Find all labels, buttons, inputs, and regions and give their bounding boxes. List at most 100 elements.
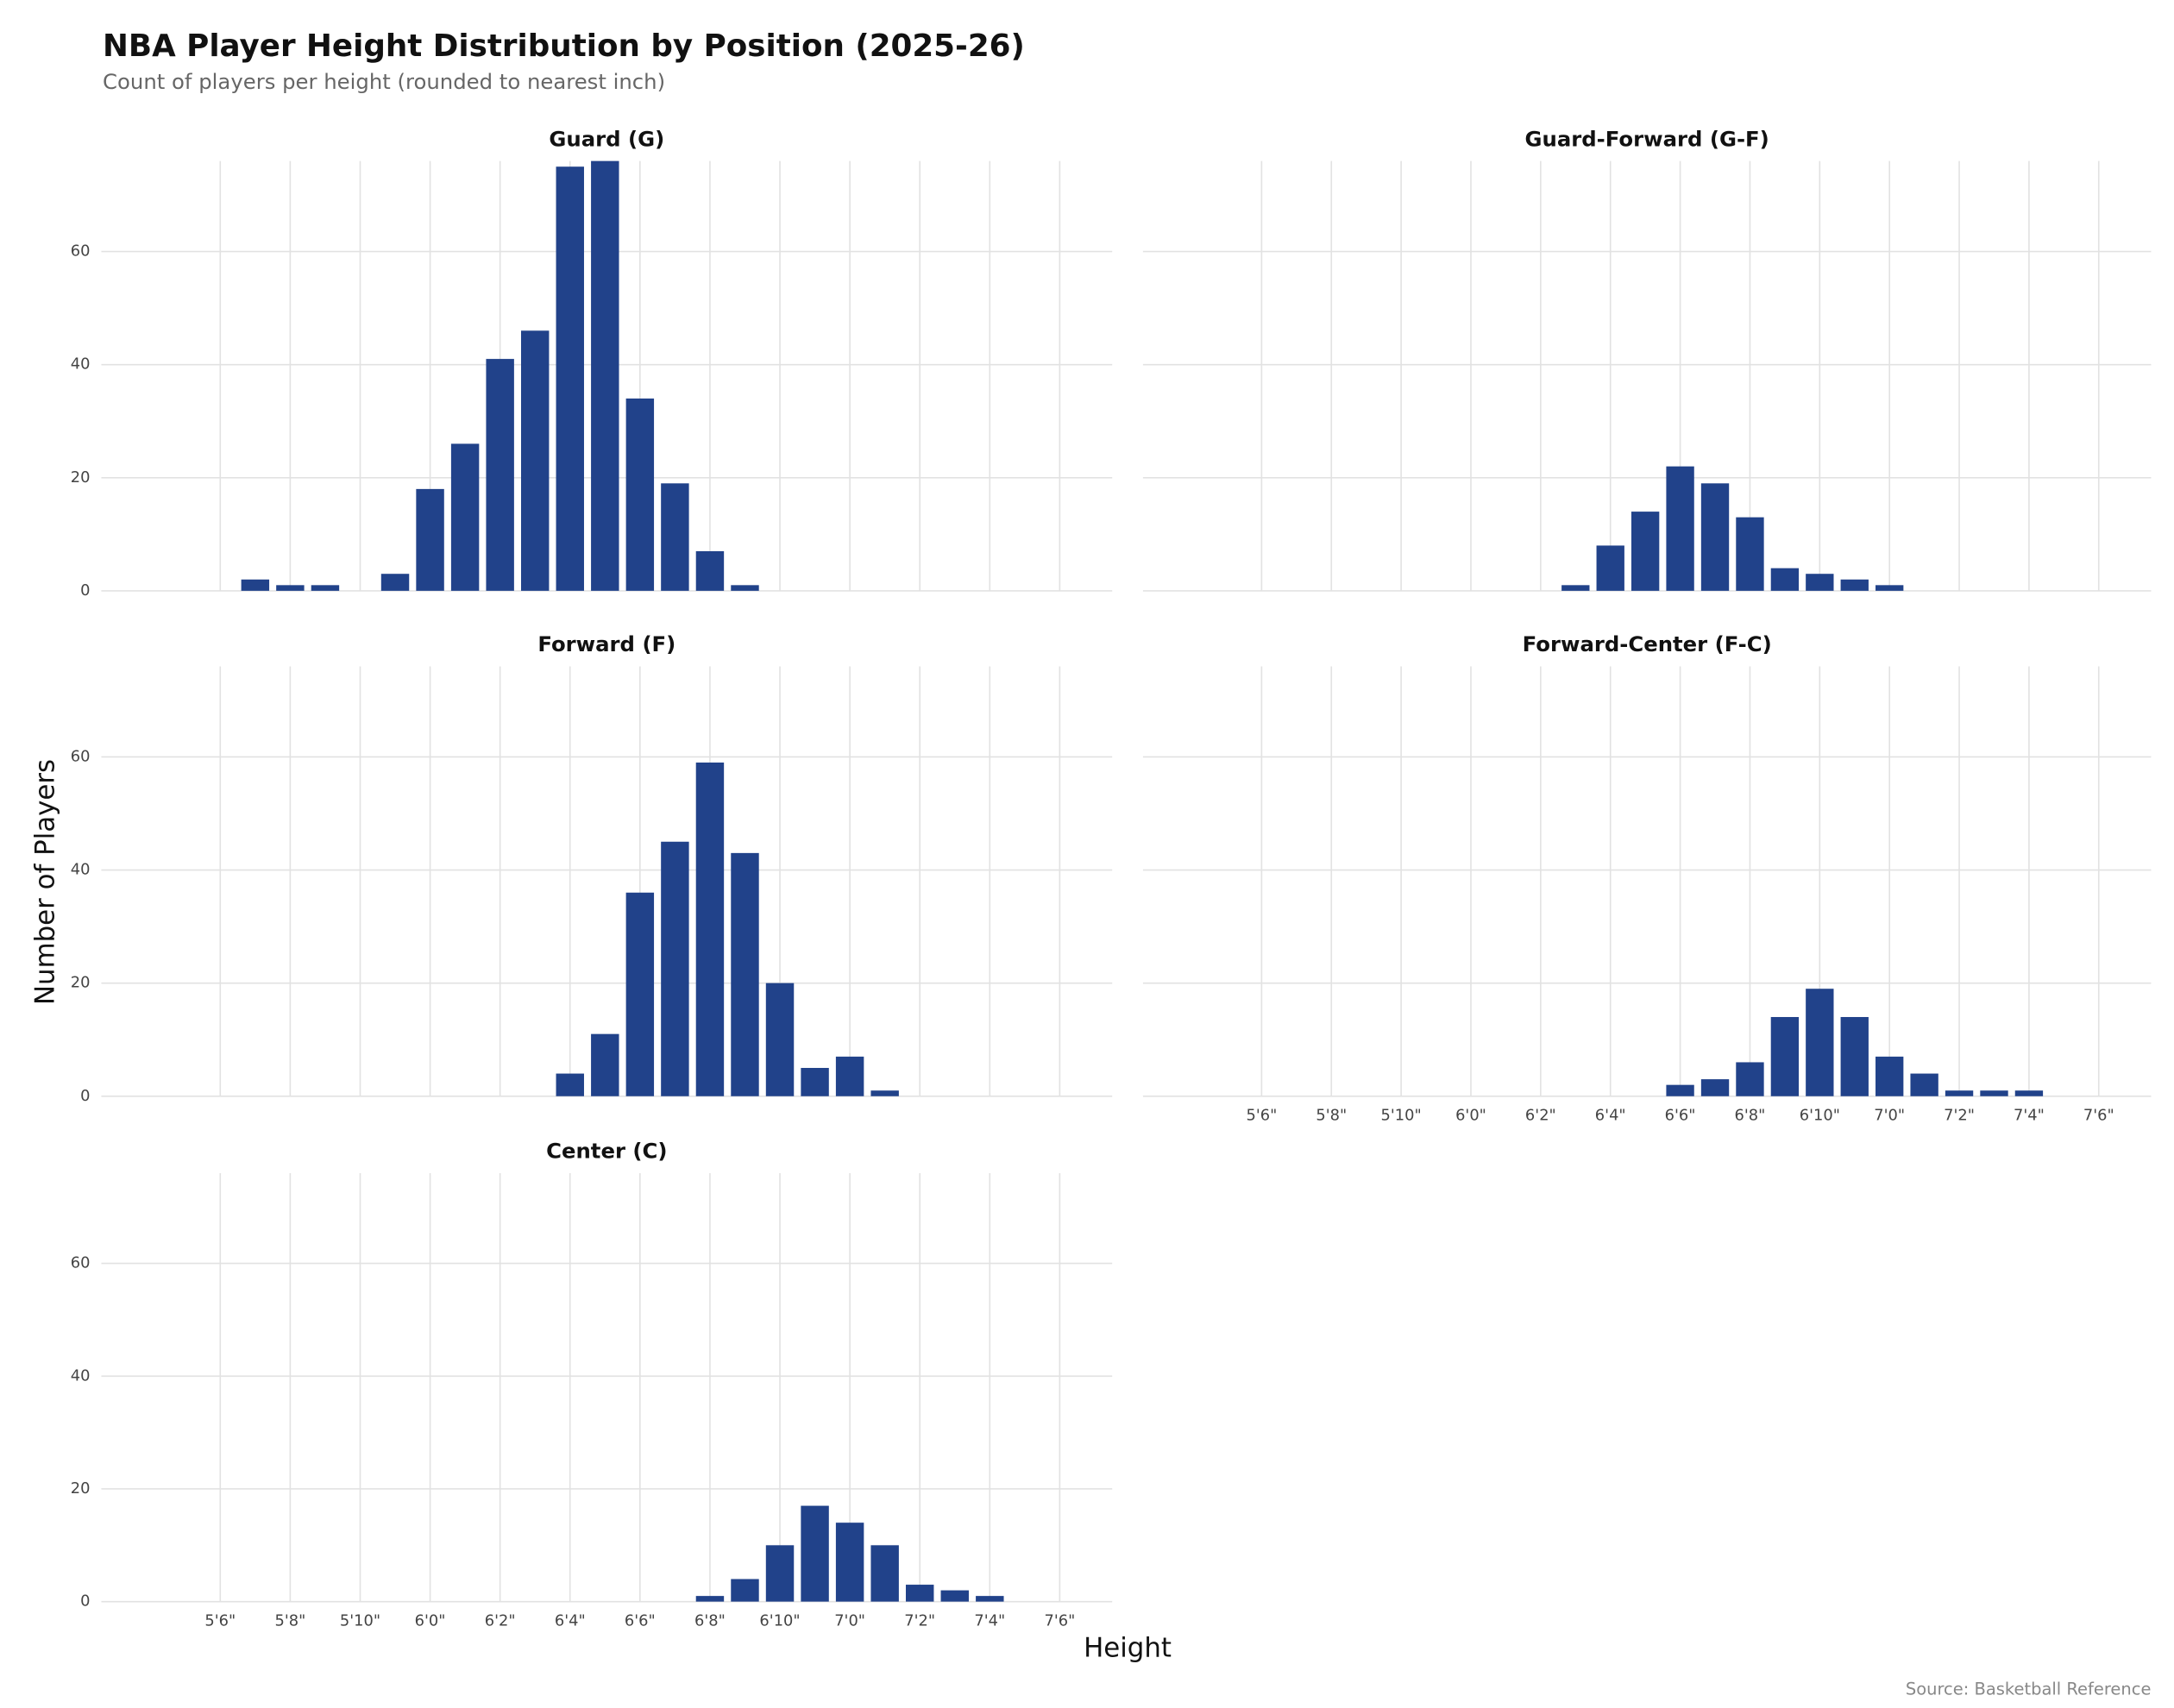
bar [380, 574, 410, 591]
y-tick-label: 0 [80, 1087, 90, 1105]
bar [556, 166, 584, 591]
bar [976, 1596, 1004, 1602]
x-tick-label: 5'6" [204, 1611, 236, 1630]
bar [870, 1545, 899, 1602]
bar [1876, 1056, 1904, 1096]
x-tick-label: 6'4" [1595, 1106, 1626, 1124]
y-tick-label: 0 [80, 581, 90, 600]
bar [416, 488, 444, 591]
y-tick-label: 40 [71, 1366, 91, 1385]
bar [520, 330, 550, 591]
bar [1596, 545, 1624, 591]
bar [661, 483, 689, 591]
bar [1666, 466, 1694, 591]
x-tick-label: 6'0" [415, 1611, 446, 1630]
y-axis-label: Number of Players [30, 759, 61, 1005]
bar [1980, 1090, 2008, 1096]
bar [1840, 1016, 1869, 1096]
x-tick-label: 6'0" [1455, 1106, 1486, 1124]
bar [1910, 1073, 1938, 1096]
x-tick-label: 5'10" [340, 1611, 380, 1630]
bar [765, 1545, 795, 1602]
x-tick-label: 6'8" [1735, 1106, 1766, 1124]
x-tick-label: 5'8" [274, 1611, 305, 1630]
chart-subtitle: Count of players per height (rounded to … [103, 69, 665, 94]
bar [731, 1579, 759, 1602]
x-tick-label: 6'2" [485, 1611, 516, 1630]
bar [591, 160, 619, 591]
bar [1666, 1084, 1694, 1096]
bar [1806, 574, 1834, 591]
y-tick-label: 20 [71, 974, 91, 992]
x-axis-label: Height [1084, 1632, 1172, 1663]
bar [695, 550, 725, 591]
bar [801, 1505, 829, 1602]
x-tick-label: 7'6" [2083, 1106, 2114, 1124]
bar [661, 841, 689, 1096]
x-tick-label: 7'6" [1044, 1611, 1075, 1630]
x-tick-label: 6'2" [1525, 1106, 1556, 1124]
y-tick-label: 40 [71, 355, 91, 374]
panel-title: Guard (G) [549, 126, 664, 151]
bar [1770, 568, 1800, 591]
bar [940, 1590, 969, 1602]
panel-title: Forward (F) [537, 631, 675, 656]
bar [556, 1073, 584, 1096]
bar [695, 762, 725, 1096]
x-tick-label: 6'6" [625, 1611, 656, 1630]
bar [486, 359, 514, 591]
bar [1945, 1090, 1974, 1096]
bar [765, 983, 795, 1096]
bar [1700, 1079, 1730, 1096]
x-tick-label: 7'2" [904, 1611, 935, 1630]
bar [625, 398, 655, 591]
bar [311, 585, 340, 591]
x-tick-label: 6'4" [555, 1611, 586, 1630]
x-tick-label: 6'10" [759, 1611, 800, 1630]
x-tick-label: 5'6" [1246, 1106, 1277, 1124]
y-tick-label: 60 [71, 747, 91, 765]
x-tick-label: 7'0" [834, 1611, 865, 1630]
bar [1736, 517, 1764, 591]
bar [731, 852, 759, 1096]
panel-title: Forward-Center (F-C) [1523, 631, 1772, 656]
y-tick-label: 60 [71, 242, 91, 261]
bar [905, 1585, 934, 1602]
bar [1561, 585, 1590, 591]
bar [2014, 1090, 2044, 1096]
bar [450, 443, 480, 591]
x-tick-label: 6'10" [1800, 1106, 1840, 1124]
bar [1770, 1016, 1800, 1096]
y-tick-label: 40 [71, 861, 91, 879]
bar [1806, 989, 1834, 1096]
bar [1630, 512, 1660, 591]
panel-title: Guard-Forward (G-F) [1525, 126, 1769, 151]
x-tick-label: 7'4" [974, 1611, 1005, 1630]
bar [276, 585, 305, 591]
y-tick-label: 20 [71, 1479, 91, 1498]
bar [801, 1067, 829, 1096]
bar [1840, 579, 1869, 591]
bar [1700, 483, 1730, 591]
bar [241, 579, 270, 591]
bar [835, 1523, 864, 1602]
x-tick-label: 6'6" [1665, 1106, 1696, 1124]
x-tick-label: 7'2" [1944, 1106, 1975, 1124]
y-tick-label: 20 [71, 468, 91, 487]
bar [835, 1056, 864, 1096]
x-tick-label: 5'8" [1316, 1106, 1347, 1124]
caption: Source: Basketball Reference [1906, 1679, 2152, 1699]
bar [625, 892, 655, 1096]
bar [731, 585, 759, 591]
chart-title: NBA Player Height Distribution by Positi… [103, 28, 1025, 64]
bar [591, 1033, 619, 1096]
x-tick-label: 5'10" [1381, 1106, 1422, 1124]
x-tick-label: 7'4" [2014, 1106, 2045, 1124]
bar [1736, 1062, 1764, 1096]
bar [870, 1090, 899, 1096]
y-tick-label: 60 [71, 1254, 91, 1272]
bar [1876, 585, 1904, 591]
x-tick-label: 7'0" [1874, 1106, 1905, 1124]
